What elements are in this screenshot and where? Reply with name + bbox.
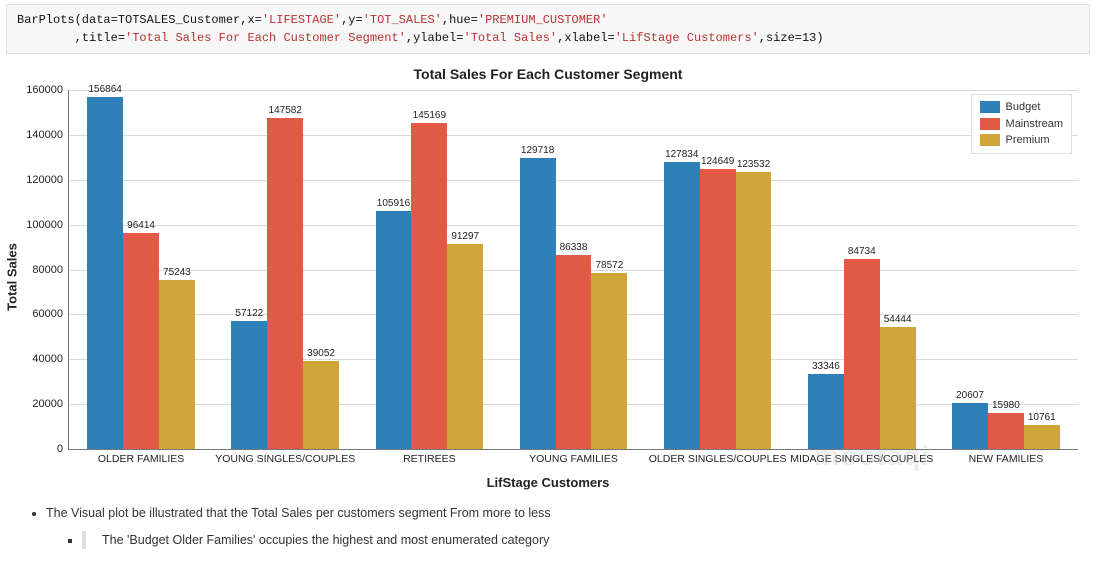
- legend-item: Mainstream: [980, 116, 1063, 133]
- x-tick-label: NEW FAMILIES: [934, 449, 1078, 465]
- legend-label: Premium: [1006, 132, 1050, 149]
- bar-group: 333468473454444: [790, 90, 934, 449]
- note-sub: The 'Budget Older Families' occupies the…: [82, 529, 1072, 552]
- bar: 129718: [520, 158, 556, 449]
- bar: 127834: [664, 162, 700, 449]
- bar-value-label: 147582: [269, 105, 302, 118]
- bar: 20607: [952, 403, 988, 449]
- bar: 123532: [736, 172, 772, 449]
- legend: BudgetMainstreamPremium: [971, 94, 1072, 154]
- bar-value-label: 124649: [701, 156, 734, 169]
- bar-group: 1568649641475243: [69, 90, 213, 449]
- bar: 96414: [123, 233, 159, 449]
- bar-value-label: 145169: [413, 110, 446, 123]
- note-main: The Visual plot be illustrated that the …: [46, 502, 1072, 525]
- bar: 156864: [87, 97, 123, 449]
- bar-value-label: 129718: [521, 145, 554, 158]
- bar-value-label: 54444: [884, 314, 912, 327]
- bar-group: 10591614516991297: [357, 90, 501, 449]
- x-tick-label: OLDER SINGLES/COUPLES: [646, 449, 790, 465]
- y-tick-label: 0: [57, 443, 69, 455]
- x-tick-label: OLDER FAMILIES: [69, 449, 213, 465]
- y-tick-label: 160000: [26, 84, 69, 96]
- bar: 75243: [159, 280, 195, 449]
- x-tick-label: YOUNG FAMILIES: [501, 449, 645, 465]
- bar-value-label: 57122: [235, 308, 263, 321]
- bar-group: 5712214758239052: [213, 90, 357, 449]
- bar-value-label: 84734: [848, 246, 876, 259]
- bar: 84734: [844, 259, 880, 449]
- legend-swatch: [980, 134, 1000, 146]
- bar-group: 1297188633878572: [501, 90, 645, 449]
- y-tick-label: 80000: [32, 264, 69, 276]
- bar: 78572: [591, 273, 627, 449]
- y-tick-label: 20000: [32, 398, 69, 410]
- bar-value-label: 20607: [956, 390, 984, 403]
- bar-value-label: 96414: [127, 220, 155, 233]
- chart-title: Total Sales For Each Customer Segment: [6, 62, 1090, 84]
- bar-value-label: 91297: [451, 231, 479, 244]
- bar: 54444: [880, 327, 916, 449]
- bar: 105916: [376, 211, 412, 449]
- x-tick-label: MIDAGE SINGLES/COUPLES: [790, 449, 934, 465]
- bar-value-label: 33346: [812, 361, 840, 374]
- bar: 145169: [411, 123, 447, 449]
- y-axis-label: Total Sales: [5, 243, 20, 311]
- plot-area: BudgetMainstreamPremium 1568649641475243…: [68, 90, 1078, 450]
- y-tick-label: 40000: [32, 353, 69, 365]
- legend-swatch: [980, 118, 1000, 130]
- bar-value-label: 75243: [163, 267, 191, 280]
- bar-value-label: 15980: [992, 400, 1020, 413]
- bar: 124649: [700, 169, 736, 449]
- bar: 15980: [988, 413, 1024, 449]
- y-tick-label: 100000: [26, 219, 69, 231]
- chart-container: Total Sales For Each Customer Segment To…: [6, 62, 1090, 492]
- bar: 10761: [1024, 425, 1060, 449]
- bar-value-label: 105916: [377, 198, 410, 211]
- note-sub-text: The 'Budget Older Families' occupies the…: [102, 533, 549, 547]
- code-cell: BarPlots(data=TOTSALES_Customer,x='LIFES…: [6, 4, 1090, 54]
- code-line-2: ,title='Total Sales For Each Customer Se…: [17, 31, 824, 45]
- bar-value-label: 39052: [307, 348, 335, 361]
- legend-label: Budget: [1006, 99, 1041, 116]
- x-tick-label: YOUNG SINGLES/COUPLES: [213, 449, 357, 465]
- code-line-1: BarPlots(data=TOTSALES_Customer,x='LIFES…: [17, 13, 608, 27]
- bar-value-label: 78572: [595, 260, 623, 273]
- bar-groups: 1568649641475243571221475823905210591614…: [69, 90, 1078, 449]
- bar: 57122: [231, 321, 267, 449]
- legend-item: Budget: [980, 99, 1063, 116]
- bar-value-label: 156864: [89, 84, 122, 97]
- bar: 147582: [267, 118, 303, 449]
- bar: 86338: [556, 255, 592, 449]
- notes: The Visual plot be illustrated that the …: [28, 502, 1072, 551]
- bar: 33346: [808, 374, 844, 449]
- legend-label: Mainstream: [1006, 116, 1063, 133]
- y-tick-label: 140000: [26, 129, 69, 141]
- y-tick-label: 120000: [26, 174, 69, 186]
- bar: 91297: [447, 244, 483, 449]
- bar: 39052: [303, 361, 339, 449]
- x-ticks: OLDER FAMILIESYOUNG SINGLES/COUPLESRETIR…: [69, 449, 1078, 465]
- legend-item: Premium: [980, 132, 1063, 149]
- legend-swatch: [980, 101, 1000, 113]
- x-axis-label: LifStage Customers: [487, 475, 610, 490]
- bar-value-label: 127834: [665, 149, 698, 162]
- y-tick-label: 60000: [32, 308, 69, 320]
- bar-value-label: 123532: [737, 159, 770, 172]
- bar-group: 127834124649123532: [646, 90, 790, 449]
- bar-value-label: 86338: [560, 242, 588, 255]
- x-tick-label: RETIREES: [357, 449, 501, 465]
- bar-value-label: 10761: [1028, 412, 1056, 425]
